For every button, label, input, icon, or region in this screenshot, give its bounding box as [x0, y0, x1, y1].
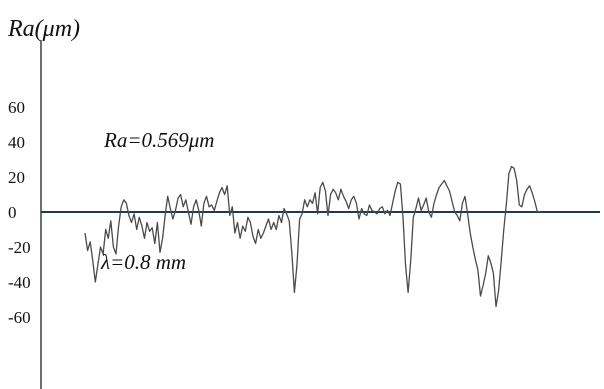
y-tick-label: -20 — [8, 238, 31, 257]
y-tick-label: 60 — [8, 98, 25, 117]
ra-annotation: Ra=0.569μm — [103, 128, 214, 152]
y-tick-label: -60 — [8, 308, 31, 327]
y-axis-label: Ra(μm) — [7, 16, 80, 42]
y-tick-label: 40 — [8, 133, 25, 152]
y-tick-label: -40 — [8, 273, 31, 292]
roughness-profile-series — [84, 165, 543, 308]
y-tick-label: 0 — [8, 203, 17, 222]
cutoff-annotation: λ=0.8 mm — [100, 250, 186, 274]
y-tick-label: 20 — [8, 168, 25, 187]
y-tick-labels: 60 40 20 0 -20 -40 -60 — [8, 98, 31, 327]
